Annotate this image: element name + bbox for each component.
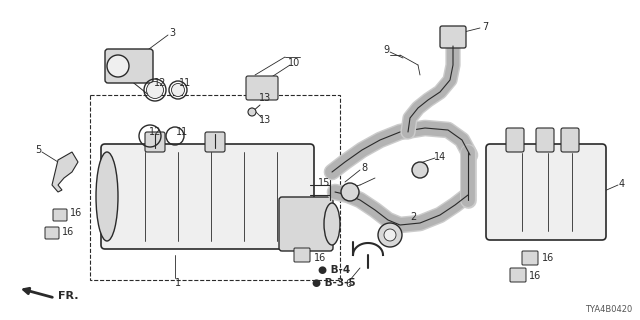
Text: 16: 16 <box>542 253 554 263</box>
FancyBboxPatch shape <box>105 49 153 83</box>
Text: 2: 2 <box>410 212 416 222</box>
Text: ● B-4: ● B-4 <box>318 265 350 275</box>
Text: 7: 7 <box>482 22 488 32</box>
FancyBboxPatch shape <box>101 144 314 249</box>
Text: 10: 10 <box>288 58 300 68</box>
Circle shape <box>378 223 402 247</box>
Ellipse shape <box>324 203 340 245</box>
Text: 5: 5 <box>35 145 41 155</box>
Text: 8: 8 <box>361 163 367 173</box>
Text: 13: 13 <box>259 115 271 125</box>
FancyBboxPatch shape <box>510 268 526 282</box>
Circle shape <box>341 183 359 201</box>
FancyBboxPatch shape <box>506 128 524 152</box>
FancyBboxPatch shape <box>53 209 67 221</box>
Ellipse shape <box>147 82 163 99</box>
FancyBboxPatch shape <box>246 76 278 100</box>
Text: 13: 13 <box>259 93 271 103</box>
Text: 16: 16 <box>314 253 326 263</box>
FancyBboxPatch shape <box>45 227 59 239</box>
FancyBboxPatch shape <box>486 144 606 240</box>
FancyBboxPatch shape <box>279 197 333 251</box>
Text: 16: 16 <box>62 227 74 237</box>
Polygon shape <box>52 152 78 192</box>
FancyBboxPatch shape <box>294 248 310 262</box>
Text: 14: 14 <box>434 152 446 162</box>
Text: 11: 11 <box>179 78 191 88</box>
Text: 6: 6 <box>345 279 351 289</box>
Text: FR.: FR. <box>58 291 78 301</box>
FancyBboxPatch shape <box>205 132 225 152</box>
Ellipse shape <box>172 84 184 97</box>
Text: ● B-3-5: ● B-3-5 <box>312 278 356 288</box>
Text: 15: 15 <box>318 178 330 188</box>
FancyBboxPatch shape <box>145 132 165 152</box>
Text: 9: 9 <box>383 45 389 55</box>
FancyBboxPatch shape <box>536 128 554 152</box>
FancyArrowPatch shape <box>24 288 52 297</box>
Text: 11: 11 <box>176 127 188 137</box>
FancyBboxPatch shape <box>440 26 466 48</box>
Circle shape <box>412 162 428 178</box>
Text: TYA4B0420: TYA4B0420 <box>585 305 632 314</box>
Circle shape <box>384 229 396 241</box>
Text: 12: 12 <box>154 78 166 88</box>
Circle shape <box>248 108 256 116</box>
Circle shape <box>107 55 129 77</box>
Ellipse shape <box>96 152 118 241</box>
FancyBboxPatch shape <box>522 251 538 265</box>
Text: 3: 3 <box>169 28 175 38</box>
Text: 16: 16 <box>529 271 541 281</box>
Text: 1: 1 <box>175 278 181 288</box>
Text: 4: 4 <box>619 179 625 189</box>
Text: 16: 16 <box>70 208 82 218</box>
Text: 12: 12 <box>149 127 161 137</box>
FancyBboxPatch shape <box>561 128 579 152</box>
